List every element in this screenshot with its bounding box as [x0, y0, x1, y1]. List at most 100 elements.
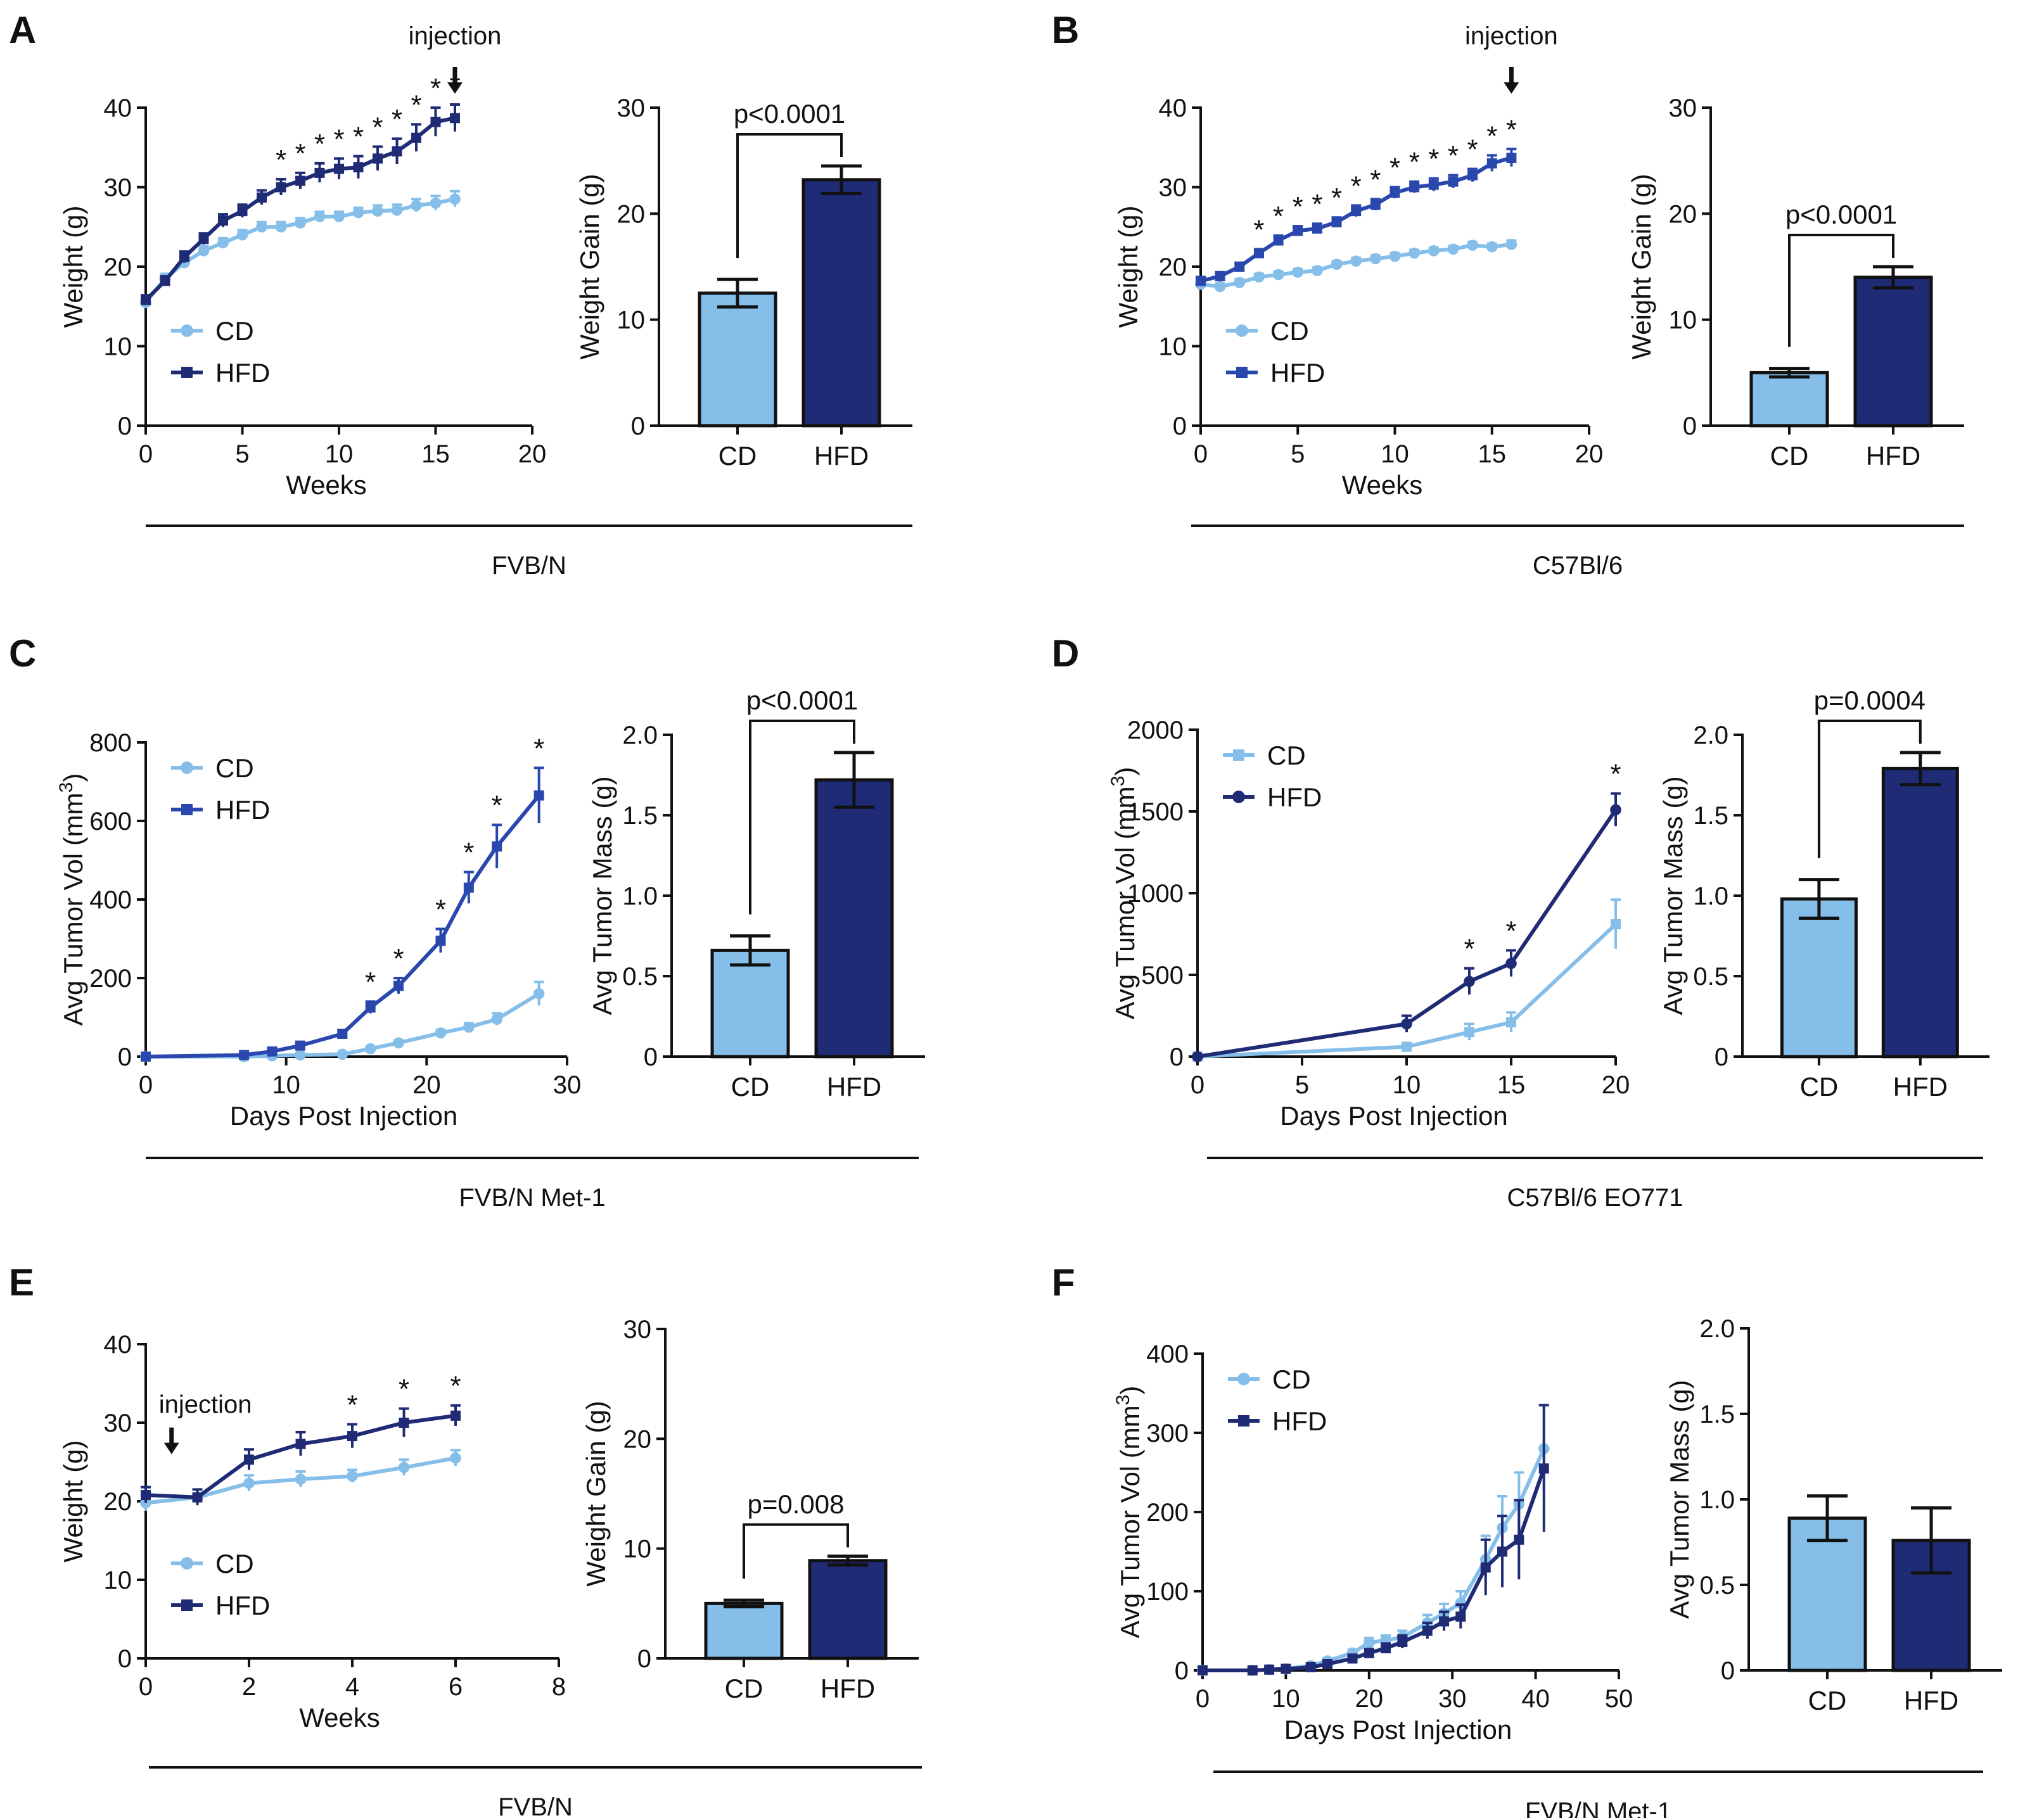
panel-label-b: B — [1052, 9, 1079, 51]
y-tick-label: 1.0 — [622, 882, 658, 910]
legend-label-cd: CD — [215, 316, 254, 346]
x-axis-label: Weeks — [286, 470, 367, 500]
data-point — [463, 1021, 475, 1033]
data-point — [1234, 277, 1246, 288]
series-line — [146, 992, 540, 1058]
x-tick-label-cd: CD — [719, 441, 757, 471]
legend-marker — [181, 761, 193, 774]
significance-star: * — [1464, 934, 1474, 965]
x-tick-label-cd: CD — [1808, 1686, 1847, 1715]
y-tick-label: 2000 — [1127, 716, 1184, 744]
data-point — [450, 1410, 461, 1421]
data-point — [1293, 226, 1303, 236]
chart-e1-line: 0 2 4 6 8 0 10 20 30 40 Weeks Weight (g) * * * CD HFD inj… — [58, 1331, 566, 1732]
data-point — [236, 229, 248, 241]
x-tick-label: 4 — [345, 1673, 359, 1701]
bar-cd — [1780, 897, 1858, 1058]
significance-star: * — [450, 1371, 461, 1402]
significance-bracket — [749, 719, 855, 915]
data-point — [1281, 1663, 1291, 1674]
x-tick-label: 30 — [1438, 1685, 1467, 1713]
data-point — [1364, 1637, 1375, 1649]
data-point — [347, 1431, 357, 1442]
y-tick-label: 100 — [1146, 1578, 1189, 1606]
x-tick-label-hfd: HFD — [1893, 1072, 1948, 1102]
legend-marker — [1233, 749, 1244, 761]
significance-star: * — [1467, 134, 1478, 165]
significance-star: * — [1428, 144, 1439, 175]
y-axis-label-text: Avg Tumor Vol (mm — [1110, 786, 1140, 1019]
x-tick-label: 5 — [1295, 1071, 1309, 1099]
data-point — [1464, 976, 1475, 988]
y-tick-label: 1.5 — [1693, 802, 1728, 830]
data-point — [244, 1454, 254, 1465]
data-point — [1198, 1665, 1208, 1675]
p-value-label: p=0.008 — [748, 1489, 845, 1519]
data-point — [1351, 206, 1362, 217]
x-tick-label: 50 — [1605, 1685, 1633, 1713]
x-tick-label: 6 — [449, 1673, 463, 1701]
y-tick-label: 0.5 — [1699, 1572, 1735, 1599]
data-point — [450, 1452, 461, 1464]
data-point — [1610, 804, 1621, 816]
data-point — [1408, 247, 1420, 259]
x-tick-label: 20 — [518, 440, 547, 468]
y-axis-label-text: Weight Gain (g) — [581, 1401, 611, 1586]
y-tick-label: 0 — [118, 1043, 132, 1071]
x-tick-label-hfd: HFD — [1866, 441, 1920, 471]
x-tick-label-hfd: HFD — [1904, 1686, 1958, 1715]
injection-arrow-head — [447, 82, 463, 94]
y-tick-label: 40 — [104, 1331, 132, 1359]
y-tick-label: 200 — [1146, 1499, 1189, 1527]
chart-a2-bar: 0 10 20 30 Weight Gain (g) CD HFD p<0.0001 — [575, 94, 912, 471]
x-tick-label: 10 — [1393, 1071, 1421, 1099]
bar-hfd — [814, 778, 894, 1058]
data-point — [353, 162, 364, 173]
y-tick-label: 0 — [1173, 412, 1187, 440]
x-tick-label-cd: CD — [731, 1072, 770, 1102]
significance-star: * — [1331, 182, 1342, 213]
data-point — [1214, 281, 1226, 293]
significance-star: * — [372, 111, 383, 143]
significance-star: * — [1448, 141, 1459, 172]
data-point — [1505, 958, 1517, 969]
y-tick-label: 800 — [89, 729, 132, 757]
data-point — [192, 1492, 203, 1503]
y-tick-label: 200 — [89, 965, 132, 993]
y-tick-label: 400 — [89, 886, 132, 914]
chart-a1-line: 0 5 10 15 20 0 10 20 30 40 Weeks Weight (g) * * * * * * * *… — [58, 22, 546, 500]
y-tick-label: 20 — [617, 200, 646, 228]
data-point — [1505, 239, 1517, 250]
y-tick-label: 1.5 — [622, 802, 658, 830]
legend-label-hfd: HFD — [215, 1591, 270, 1620]
data-point — [450, 113, 460, 124]
y-tick-label: 10 — [104, 333, 132, 361]
data-point — [239, 1050, 250, 1060]
x-tick-label: 20 — [1355, 1685, 1384, 1713]
y-tick-label: 30 — [104, 1409, 132, 1437]
data-point — [1428, 245, 1440, 257]
y-axis-label: Avg Tumor Vol (mm3) — [1113, 1386, 1145, 1639]
y-axis-label: Avg Tumor Mass (g) — [1658, 776, 1688, 1015]
data-point — [1331, 217, 1342, 227]
y-axis-label-text: Avg Tumor Vol (mm — [58, 792, 88, 1026]
significance-bracket — [1788, 234, 1894, 347]
significance-star: * — [295, 138, 305, 169]
panel-label-e: E — [9, 1261, 34, 1304]
y-tick-label: 0 — [1683, 412, 1697, 440]
significance-bracket — [743, 1523, 849, 1579]
series-cd — [1195, 239, 1517, 293]
y-tick-label: 20 — [104, 253, 132, 281]
data-point — [1467, 170, 1478, 181]
series-hfd — [1198, 1404, 1549, 1675]
x-tick-label-hfd: HFD — [821, 1674, 875, 1703]
data-point — [347, 1470, 358, 1482]
y-axis-label: Weight Gain (g) — [575, 174, 604, 359]
data-point — [1514, 1534, 1524, 1545]
data-point — [449, 193, 461, 205]
significance-star: * — [1273, 201, 1284, 232]
data-point — [365, 1002, 376, 1013]
